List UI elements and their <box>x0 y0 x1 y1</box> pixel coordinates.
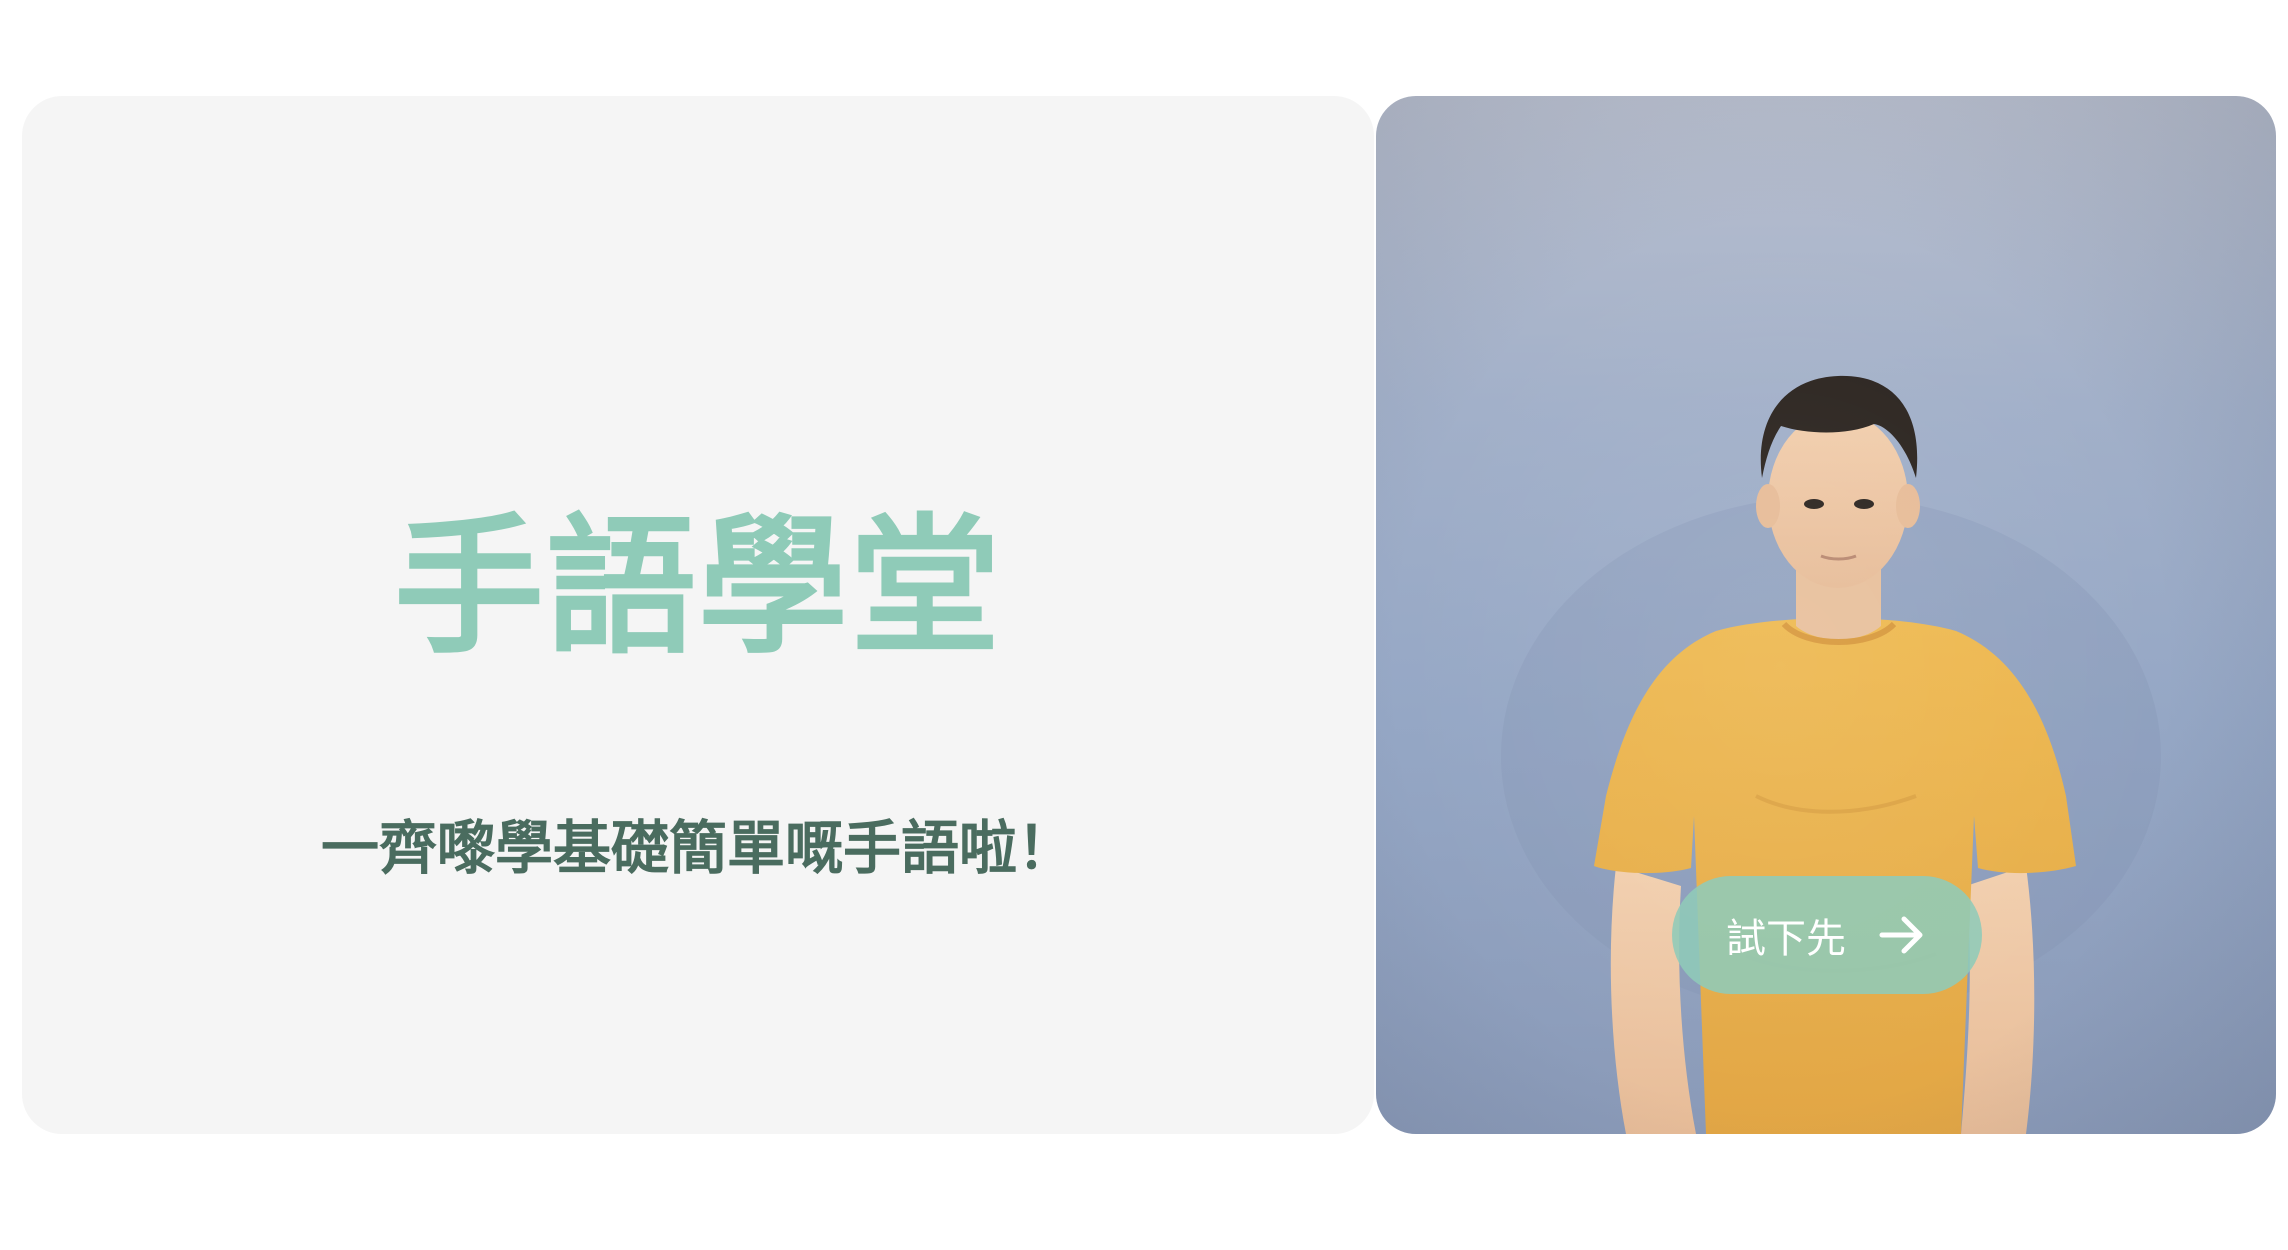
page-subtitle: 一齊嚟學基礎簡單嘅手語啦！ <box>320 814 1075 882</box>
arrow-right-icon <box>1879 916 1923 954</box>
video-preview[interactable]: 試下先 <box>1376 96 2276 1134</box>
page-title: 手語學堂 <box>393 501 1002 675</box>
try-now-button[interactable]: 試下先 <box>1672 876 1982 994</box>
try-now-label: 試下先 <box>1726 916 1846 962</box>
intro-card: 手語學堂 一齊嚟學基礎簡單嘅手語啦！ <box>22 96 1374 1134</box>
